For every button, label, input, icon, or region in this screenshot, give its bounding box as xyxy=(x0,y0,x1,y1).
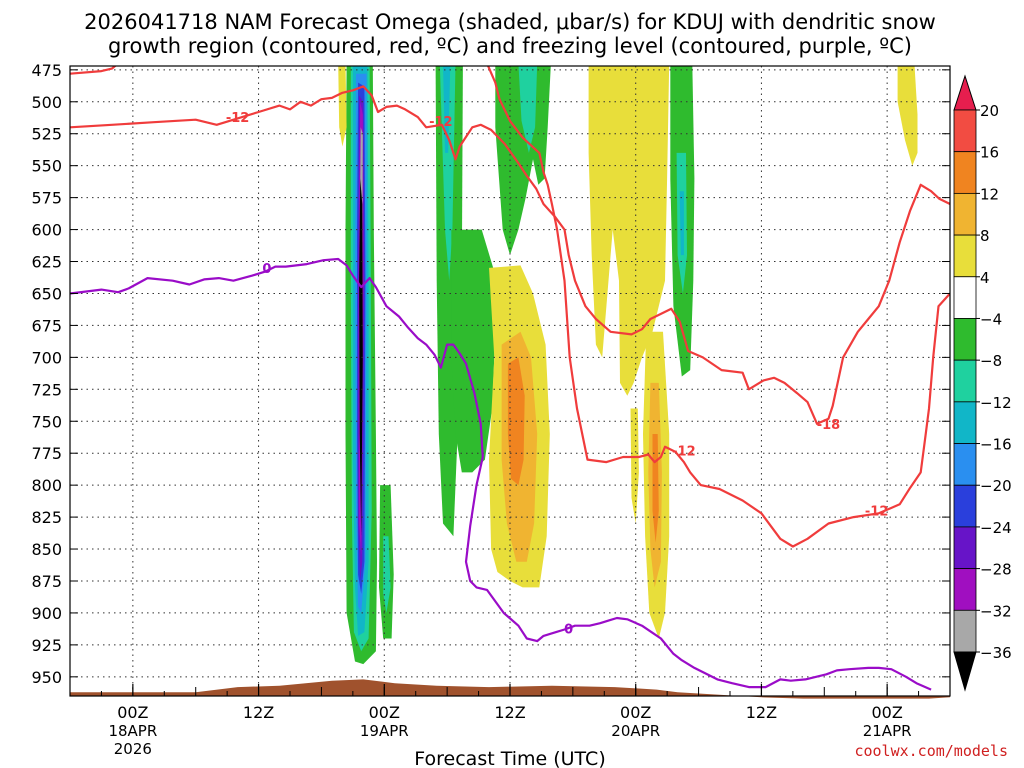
colorbar-bottom-arrow xyxy=(953,651,977,692)
label-freezing-upper: 0 xyxy=(262,262,271,277)
ytick-label-950: 950 xyxy=(31,668,62,687)
label-dgz-lower-mid: -12 xyxy=(672,445,696,460)
colorbar-box-9 xyxy=(953,443,977,486)
colorbar-label-4: 4 xyxy=(980,269,990,287)
colorbar-box-13 xyxy=(953,609,977,653)
colorbar-label-7: −12 xyxy=(980,394,1012,412)
ytick-label-525: 525 xyxy=(31,125,62,144)
ytick-label-750: 750 xyxy=(31,412,62,431)
xtick-date-54: 20APR xyxy=(611,722,660,740)
ytick-label-925: 925 xyxy=(31,636,62,655)
colorbar-label-6: −8 xyxy=(980,352,1002,370)
omega-ascent-12z-green xyxy=(495,66,551,256)
omega-ascent-12z-teal xyxy=(518,66,538,153)
colorbar-label-3: 8 xyxy=(980,227,990,245)
ytick-label-875: 875 xyxy=(31,572,62,591)
xtick-date-78: 21APR xyxy=(863,722,912,740)
xtick-label-42: 12Z xyxy=(494,703,525,722)
omega-ascent-06z-teal xyxy=(439,66,456,281)
contour-dgz-topright-minus12 xyxy=(486,66,950,548)
ytick-label-650: 650 xyxy=(31,284,62,303)
xtick-label-54: 00Z xyxy=(620,703,651,722)
xtick-date-6: 18APR xyxy=(108,722,157,740)
xtick-label-30: 00Z xyxy=(369,703,400,722)
colorbar-label-8: −16 xyxy=(980,436,1012,454)
ytick-label-675: 675 xyxy=(31,316,62,335)
label-dgz-upper-left: -12 xyxy=(226,111,250,126)
ytick-label-625: 625 xyxy=(31,253,62,272)
ytick-label-500: 500 xyxy=(31,93,62,112)
colorbar-box-8 xyxy=(953,401,977,444)
x-axis-label: Forecast Time (UTC) xyxy=(414,748,605,768)
omega-shading xyxy=(338,66,918,665)
colorbar-label-1: 16 xyxy=(980,144,999,162)
colorbar-box-7 xyxy=(953,359,977,403)
colorbar-box-1 xyxy=(953,109,977,153)
ytick-label-725: 725 xyxy=(31,380,62,399)
omega-ascent-col-black xyxy=(359,178,363,537)
site-credit: coolwx.com/models xyxy=(854,742,1008,760)
contour-dgz-top-minus12 xyxy=(70,66,117,75)
xtick-label-66: 12Z xyxy=(746,703,777,722)
contour-freezing-level xyxy=(70,257,932,691)
colorbar-top-arrow xyxy=(953,74,977,111)
colorbar-label-11: −28 xyxy=(980,561,1012,579)
colorbar-label-2: 12 xyxy=(980,185,999,203)
colorbar-box-3 xyxy=(953,192,977,236)
ytick-label-550: 550 xyxy=(31,157,62,176)
label-freezing-lower: 0 xyxy=(564,622,573,637)
ytick-label-900: 900 xyxy=(31,604,62,623)
omega-ascent-03z-cyan xyxy=(679,191,684,256)
ytick-label-600: 600 xyxy=(31,221,62,240)
colorbar-box-5 xyxy=(953,276,977,319)
ytick-label-800: 800 xyxy=(31,476,62,495)
omega-descent-small-yellow xyxy=(630,408,639,524)
xtick-label-6: 00Z xyxy=(117,703,148,722)
colorbar-label-10: −24 xyxy=(980,519,1012,537)
omega-descent-upper-yellow xyxy=(588,66,670,396)
ytick-label-850: 850 xyxy=(31,540,62,559)
colorbar-label-0: 20 xyxy=(980,102,999,120)
ytick-label-575: 575 xyxy=(31,189,62,208)
omega-ascent-mid-green xyxy=(451,229,496,473)
colorbar-label-13: −36 xyxy=(980,644,1012,662)
ytick-label-475: 475 xyxy=(31,61,62,80)
y-axis: 475 500 525 550 575 600 625 650 675 700 725 750 775 8… xyxy=(31,61,950,687)
colorbar: 20 16 12 8 4 −4 −8 −12 −16 −20 −24 −28 −32 −36 xyxy=(953,74,1012,692)
contour-lines: -12 -12 -12 -12 -18 0 0 xyxy=(70,66,950,691)
colorbar-box-4 xyxy=(953,234,977,278)
title-line-2: growth region (contoured, red, ºC) and f… xyxy=(108,34,912,58)
colorbar-box-2 xyxy=(953,151,977,194)
grid xyxy=(70,66,950,696)
colorbar-box-11 xyxy=(953,526,977,570)
ytick-label-700: 700 xyxy=(31,348,62,367)
label-dgz-minus18: -18 xyxy=(817,418,841,433)
ytick-label-825: 825 xyxy=(31,508,62,527)
label-dgz-upper-mid: -12 xyxy=(429,115,453,130)
xtick-year-6: 2026 xyxy=(114,740,152,758)
colorbar-label-12: −32 xyxy=(980,602,1012,620)
omega-descent-21apr-yellow xyxy=(897,66,918,166)
colorbar-box-10 xyxy=(953,484,977,528)
xtick-label-78: 00Z xyxy=(871,703,902,722)
xtick-date-30: 19APR xyxy=(360,722,409,740)
colorbar-label-5: −4 xyxy=(980,310,1002,328)
title-line-1: 2026041718 NAM Forecast Omega (shaded, μ… xyxy=(84,10,936,34)
omega-descent-west-yellow xyxy=(338,66,347,147)
colorbar-box-6 xyxy=(953,318,977,361)
contour-dgz-upper-minus12 xyxy=(70,85,950,425)
colorbar-box-12 xyxy=(953,568,977,611)
omega-ascent-lowcell-teal xyxy=(383,536,391,613)
colorbar-label-9: −20 xyxy=(980,477,1012,495)
ytick-label-775: 775 xyxy=(31,444,62,463)
xtick-label-18: 12Z xyxy=(243,703,274,722)
label-dgz-lower-right: -12 xyxy=(865,505,889,520)
